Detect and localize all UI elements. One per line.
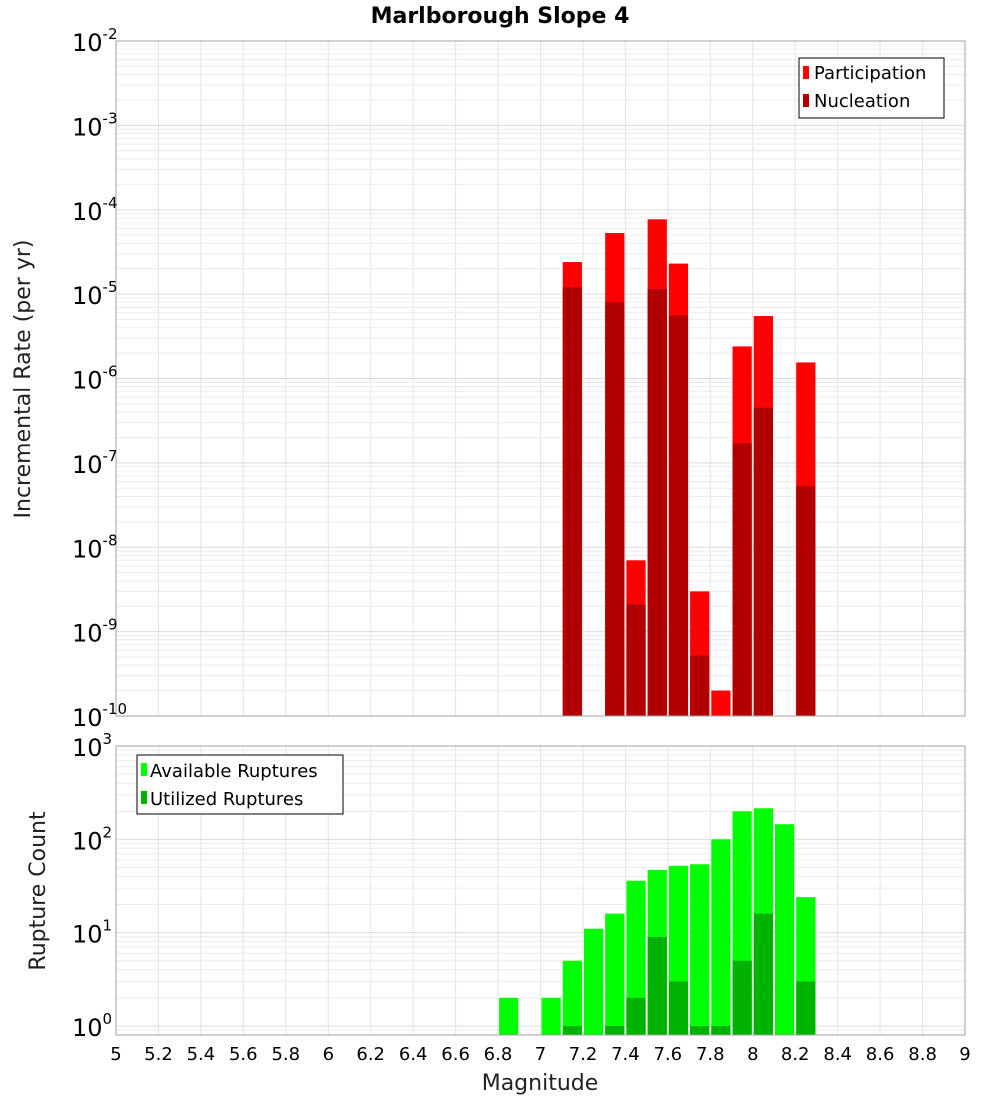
legend-swatch-available <box>141 763 147 776</box>
y-tick-label: 10-10 <box>72 700 127 732</box>
top-legend: Participation Nucleation <box>798 57 945 119</box>
top-y-axis-label: Incremental Rate (per yr) <box>11 240 36 519</box>
legend-label-nucleation: Nucleation <box>814 91 910 112</box>
bar-participation <box>711 690 731 716</box>
x-tick-label: 6.8 <box>484 1044 513 1065</box>
y-tick-label: 10-2 <box>72 25 118 57</box>
y-tick-label: 10-3 <box>72 109 118 141</box>
legend-swatch-nucleation <box>803 94 809 107</box>
y-tick-label: 10-8 <box>72 531 118 563</box>
bar-utilized-ruptures <box>626 997 646 1035</box>
bar-available-ruptures <box>499 997 519 1035</box>
x-tick-label: 7.4 <box>611 1044 640 1065</box>
bar-available-ruptures <box>711 839 731 1035</box>
bar-utilized-ruptures <box>647 936 667 1035</box>
bar-nucleation <box>796 486 816 716</box>
bar-available-ruptures <box>562 960 582 1035</box>
legend-label-available: Available Ruptures <box>150 761 318 782</box>
bar-nucleation <box>562 287 582 716</box>
x-tick-label: 5.2 <box>144 1044 173 1065</box>
bottom-y-axis-label: Rupture Count <box>26 811 51 971</box>
y-tick-label: 10-6 <box>72 363 118 395</box>
top-y-ticks: 10-10 10-9 10-8 10-7 10-6 10-5 10-4 10-3 10-2 <box>72 25 127 732</box>
x-axis-label: Magnitude <box>482 1071 599 1096</box>
legend-swatch-participation <box>803 66 809 79</box>
y-tick-label: 10-5 <box>72 278 118 310</box>
bar-utilized-ruptures <box>690 1025 710 1035</box>
bar-nucleation <box>626 604 646 716</box>
y-tick-label: 10-7 <box>72 447 118 479</box>
bar-utilized-ruptures <box>732 960 752 1035</box>
bar-nucleation <box>647 289 667 716</box>
bar-available-ruptures <box>626 880 646 1035</box>
x-ticks: 5 5.2 5.4 5.6 5.8 6 6.2 6.4 6.6 6.8 7 7.2 7.4 7.6 7.8 8… <box>110 1044 970 1065</box>
bottom-plot-frame <box>115 745 966 1036</box>
x-tick-label: 7.6 <box>653 1044 682 1065</box>
x-tick-label: 7 <box>535 1044 546 1065</box>
x-tick-label: 9 <box>959 1044 970 1065</box>
top-grid <box>115 41 966 717</box>
y-tick-label: 103 <box>72 730 112 762</box>
bar-available-ruptures <box>583 928 604 1035</box>
x-tick-label: 6 <box>323 1044 334 1065</box>
bar-utilized-ruptures <box>605 1025 625 1035</box>
legend-label-participation: Participation <box>814 63 926 84</box>
legend-swatch-utilized <box>141 791 147 804</box>
bottom-legend: Available Ruptures Utilized Ruptures <box>136 754 344 815</box>
x-tick-label: 7.2 <box>569 1044 598 1065</box>
x-tick-label: 6.4 <box>399 1044 428 1065</box>
x-tick-label: 5.8 <box>271 1044 300 1065</box>
y-tick-label: 100 <box>72 1010 112 1042</box>
bar-nucleation <box>668 315 689 716</box>
bar-nucleation <box>690 655 710 716</box>
y-tick-label: 102 <box>72 823 112 855</box>
x-tick-label: 5 <box>110 1044 121 1065</box>
chart-title: Marlborough Slope 4 <box>371 4 630 29</box>
bottom-bars <box>499 808 816 1035</box>
x-tick-label: 8.4 <box>823 1044 852 1065</box>
bar-nucleation <box>753 407 773 716</box>
bar-available-ruptures <box>605 913 625 1035</box>
bar-available-ruptures <box>541 997 561 1035</box>
bar-utilized-ruptures <box>668 981 689 1035</box>
x-tick-label: 6.6 <box>441 1044 470 1065</box>
x-tick-label: 8.6 <box>866 1044 895 1065</box>
x-tick-label: 5.6 <box>229 1044 258 1065</box>
bar-nucleation <box>605 302 625 716</box>
bar-utilized-ruptures <box>796 981 816 1035</box>
x-tick-label: 6.2 <box>356 1044 385 1065</box>
x-tick-label: 8.2 <box>781 1044 810 1065</box>
bar-nucleation <box>732 443 752 716</box>
bottom-y-ticks: 100 101 102 103 <box>72 730 112 1042</box>
y-tick-label: 101 <box>72 917 112 949</box>
bar-available-ruptures <box>774 824 795 1035</box>
x-tick-label: 5.4 <box>187 1044 216 1065</box>
x-tick-label: 8.8 <box>908 1044 937 1065</box>
x-tick-label: 7.8 <box>696 1044 725 1065</box>
bar-utilized-ruptures <box>711 1025 731 1035</box>
x-tick-label: 8 <box>747 1044 758 1065</box>
top-bars <box>562 219 816 716</box>
top-plot-frame <box>115 40 966 717</box>
bar-utilized-ruptures <box>562 1025 582 1035</box>
y-tick-label: 10-9 <box>72 616 118 648</box>
bar-available-ruptures <box>690 864 710 1035</box>
bar-utilized-ruptures <box>753 913 773 1035</box>
y-tick-label: 10-4 <box>72 194 118 226</box>
legend-label-utilized: Utilized Ruptures <box>150 789 303 810</box>
